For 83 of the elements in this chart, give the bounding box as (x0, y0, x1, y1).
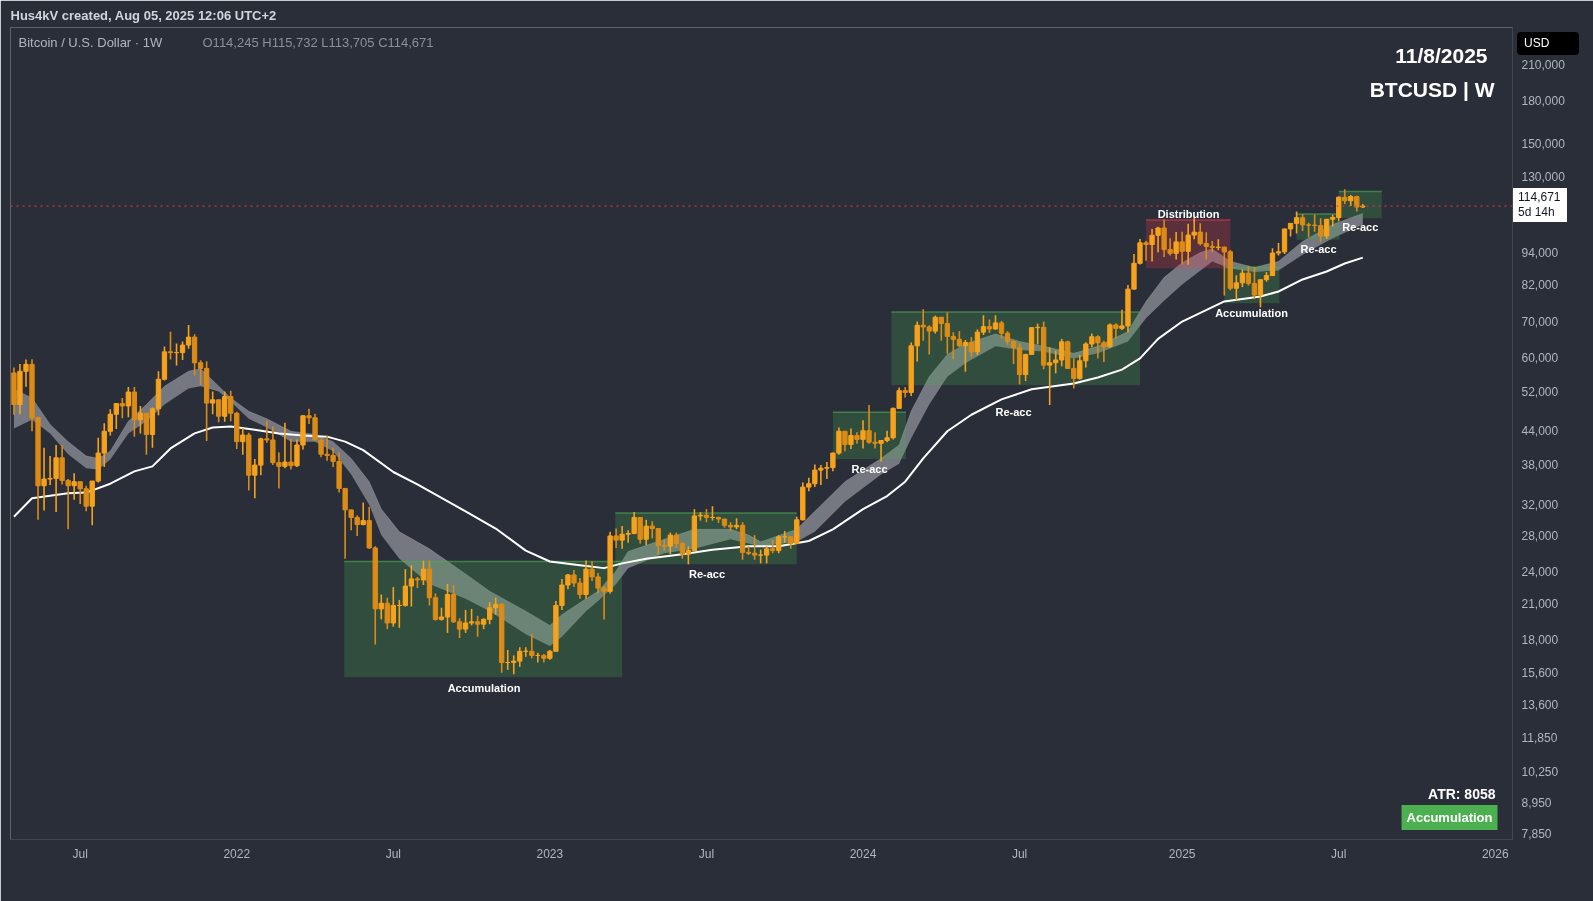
candlestick (167, 331, 174, 361)
candlestick (1107, 322, 1113, 349)
candlestick (962, 339, 969, 373)
candlestick (137, 405, 144, 435)
y-tick-label: 210,000 (1521, 58, 1566, 73)
annotation: Re-acc (995, 405, 1032, 418)
annotation: 11/8/2025 (1395, 44, 1488, 67)
ref-line-label: 114,671 5d 14h (1513, 188, 1567, 222)
y-tick-label: 11,850 (1521, 730, 1558, 745)
y-tick-label: 15,600 (1521, 666, 1559, 681)
annotation: Accumulation (1406, 810, 1493, 825)
candlestick (529, 633, 535, 660)
y-tick-label: 82,000 (1521, 278, 1559, 293)
y-tick-label: 18,000 (1521, 632, 1559, 647)
candlestick (143, 412, 150, 456)
y-tick-label: 32,000 (1521, 498, 1559, 513)
annotation: Re-acc (1300, 242, 1337, 255)
candlestick (71, 472, 77, 501)
x-tick-label: 2024 (849, 846, 877, 861)
candlestick (288, 438, 294, 471)
y-tick-label: 70,000 (1521, 315, 1559, 330)
candlestick (667, 531, 673, 555)
x-tick-label: Jul (385, 846, 401, 861)
candlestick (1173, 231, 1179, 261)
y-tick-label: 24,000 (1521, 565, 1559, 580)
y-tick-label: 21,000 (1521, 596, 1559, 611)
candlestick (222, 390, 228, 423)
x-tick-label: Jul (1331, 846, 1347, 861)
annotation: Distribution (1157, 207, 1220, 220)
candlestick (860, 419, 866, 450)
candlestick (643, 518, 649, 547)
annotation: Re-acc (688, 567, 726, 580)
line-series (12, 256, 1364, 570)
candlestick (420, 559, 427, 586)
x-tick-label: Jul (698, 846, 715, 861)
y-axis-title: USD (1517, 32, 1579, 55)
y-tick-label: 13,600 (1521, 698, 1559, 713)
annotation: Re-acc (851, 462, 888, 475)
candlestick (474, 615, 481, 638)
annotation: Accumulation (447, 681, 521, 694)
y-tick-label: 130,000 (1521, 170, 1566, 185)
x-tick-label: 2025 (1168, 846, 1196, 861)
candlestick (613, 527, 619, 549)
y-tick-label: 180,000 (1521, 94, 1566, 109)
candlestick (125, 386, 132, 419)
y-tick-label: 52,000 (1521, 384, 1559, 399)
text: Bitcoin / U.S. Dollar · 1W (18, 35, 163, 50)
candlestick (637, 516, 643, 545)
y-tick-label: 94,000 (1521, 246, 1559, 261)
candlestick (1143, 239, 1149, 262)
x-tick-label: 2022 (223, 846, 251, 861)
candlestick (378, 593, 384, 621)
y-tick-label: 28,000 (1521, 529, 1559, 544)
annotation: BTCUSD | W (1369, 78, 1495, 101)
y-tick-label: 60,000 (1521, 351, 1559, 366)
candlestick (216, 399, 222, 424)
y-tick-label: 150,000 (1521, 136, 1566, 151)
candlestick (282, 422, 288, 470)
candlestick (209, 390, 216, 416)
x-tick-label: 2023 (536, 846, 564, 861)
annotation: Accumulation (1215, 306, 1289, 319)
y-tick-label: 38,000 (1521, 457, 1559, 472)
candlestick (384, 596, 390, 630)
candlestick (1113, 322, 1119, 340)
y-tick-label: 10,250 (1521, 764, 1559, 779)
candlestick (776, 534, 782, 555)
text: O114,245 H115,732 L113,705 C114,671 (202, 35, 434, 50)
annotation: Re-acc (1342, 221, 1379, 234)
text: Hus4kV created, Aug 05, 2025 12:06 UTC+2 (10, 7, 277, 23)
annotation: ATR: 8058 (1428, 785, 1496, 802)
x-tick-label: Jul (72, 846, 88, 861)
x-tick-label: 2026 (1481, 846, 1509, 861)
y-tick-label: 44,000 (1521, 423, 1559, 438)
y-tick-label: 7,850 (1521, 826, 1552, 841)
candlestick (119, 397, 125, 420)
candlestick (842, 430, 848, 453)
candlestick (1179, 231, 1185, 266)
candlestick (968, 336, 975, 358)
y-tick-label: 8,950 (1521, 796, 1552, 811)
candlestick (848, 427, 854, 450)
candlestick (240, 427, 246, 456)
x-tick-label: Jul (1011, 846, 1028, 861)
candlestick (1342, 188, 1348, 205)
